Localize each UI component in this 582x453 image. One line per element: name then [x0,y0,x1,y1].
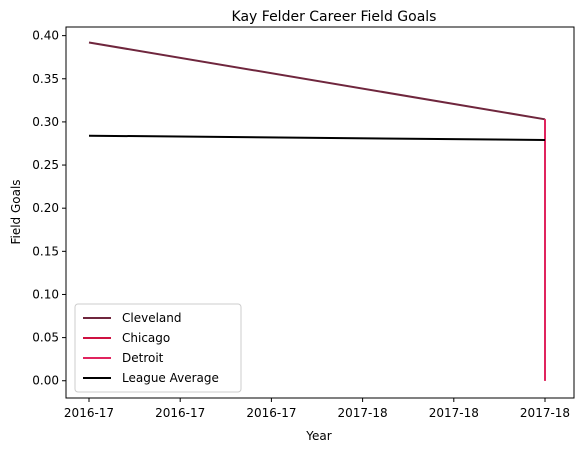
y-tick-label: 0.30 [32,115,59,129]
plot-frame [65,26,575,399]
y-tick-label: 0.20 [32,201,59,215]
legend-entry: Chicago [122,331,170,345]
x-tick-label: 2016-17 [246,406,296,420]
x-tick-label: 2016-17 [155,406,205,420]
legend-box [74,303,242,393]
series-line-league-average [88,134,546,141]
y-tick-label: 0.40 [32,29,59,43]
y-axis: 0.00 0.05 0.10 0.15 0.20 0.25 0.30 0.35 0.40 [32,29,66,388]
y-axis-label: Field Goals [9,179,23,244]
x-tick-label: 2017-18 [429,406,479,420]
y-tick-label: 0.25 [32,158,59,172]
x-tick-label: 2017-18 [338,406,388,420]
y-tick-label: 0.00 [32,374,59,388]
y-tick-label: 0.35 [32,72,59,86]
chart-title: Kay Felder Career Field Goals [232,9,437,25]
x-tick-label: 2017-18 [520,406,570,420]
y-tick-label: 0.05 [32,331,59,345]
x-axis-label: Year [305,429,331,443]
legend: Cleveland Chicago Detroit League Average [74,303,242,393]
y-tick-label: 0.10 [32,287,59,301]
x-axis: 2016-17 2016-17 2016-17 2017-18 2017-18 2017-… [64,398,570,420]
y-tick-label: 0.15 [32,244,59,258]
legend-entry: Cleveland [122,311,182,325]
legend-entry: League Average [122,371,219,385]
x-tick-label: 2016-17 [64,406,114,420]
series-lines [88,41,546,381]
series-line-cleveland [88,41,546,121]
legend-entry: Detroit [122,351,164,365]
